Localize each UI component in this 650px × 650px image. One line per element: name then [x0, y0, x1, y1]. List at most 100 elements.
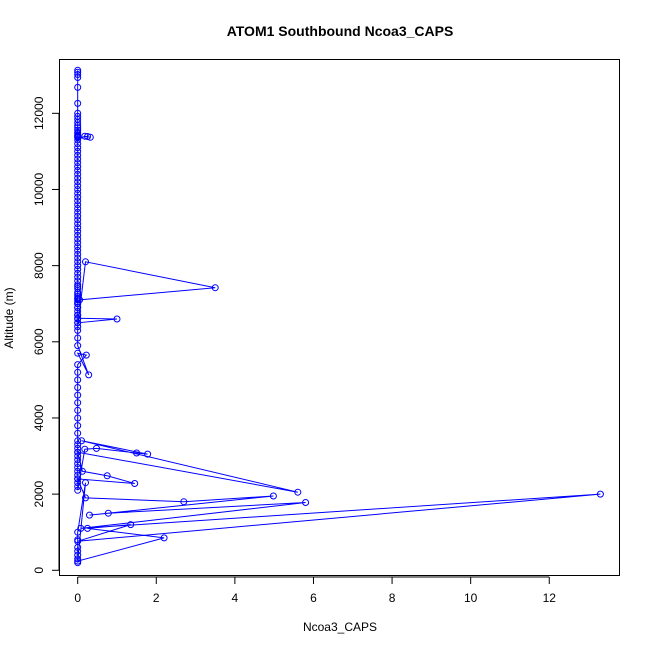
data-point — [74, 71, 82, 78]
data-point — [160, 534, 168, 542]
data-point — [74, 307, 82, 315]
data-point — [74, 448, 82, 456]
x-tick-label: 0 — [74, 591, 81, 605]
data-point — [82, 479, 89, 487]
data-point — [113, 315, 121, 323]
data-point — [74, 452, 82, 460]
data-point — [82, 494, 89, 502]
data-point — [74, 83, 82, 91]
data-point — [74, 136, 82, 144]
data-point — [74, 273, 82, 281]
data-point — [74, 536, 82, 544]
data-point — [74, 231, 82, 239]
data-point — [180, 498, 188, 506]
data-point — [74, 399, 82, 407]
data-point — [74, 543, 82, 551]
data-point — [127, 521, 135, 529]
series-line — [76, 70, 601, 563]
data-point — [74, 216, 82, 224]
data-point — [294, 488, 302, 496]
data-point — [74, 197, 82, 205]
data-point — [74, 144, 82, 152]
data-point — [74, 342, 82, 350]
data-point — [74, 208, 82, 216]
data-point — [82, 351, 90, 359]
data-point — [74, 429, 82, 437]
data-point — [74, 151, 82, 159]
data-point — [74, 384, 82, 391]
data-point — [86, 511, 93, 519]
data-point — [269, 492, 277, 500]
data-point — [74, 551, 82, 559]
data-point — [74, 304, 82, 311]
data-point — [74, 391, 82, 399]
data-point — [103, 472, 111, 480]
data-point — [74, 368, 82, 376]
data-point — [74, 483, 82, 490]
x-tick-label: 10 — [464, 591, 478, 605]
data-point — [74, 528, 82, 536]
data-point — [74, 437, 82, 445]
data-point — [74, 140, 82, 148]
x-axis-label: Ncoa3_CAPS — [303, 620, 377, 634]
y-tick-label: 4000 — [32, 404, 46, 431]
data-point — [74, 311, 82, 319]
data-point — [74, 178, 82, 186]
data-point — [74, 555, 82, 563]
data-point — [74, 486, 82, 494]
data-point — [74, 456, 82, 464]
data-point — [74, 119, 82, 126]
data-point — [74, 265, 82, 273]
x-tick-label: 8 — [389, 591, 396, 605]
data-point — [74, 258, 82, 266]
data-point — [74, 74, 82, 81]
data-point — [74, 464, 82, 471]
x-axis: 0 2 4 6 8 10 12 — [74, 576, 557, 605]
data-point — [74, 349, 82, 357]
data-series — [74, 66, 604, 567]
y-tick-label: 6000 — [32, 328, 46, 355]
data-point — [74, 205, 82, 212]
data-point — [78, 467, 86, 475]
data-point — [74, 376, 82, 384]
y-axis-label: Altitude (m) — [2, 287, 16, 348]
data-point — [85, 371, 93, 379]
data-point — [74, 186, 82, 193]
data-point — [74, 122, 82, 129]
data-point — [74, 467, 82, 475]
data-point — [78, 437, 86, 445]
data-point — [74, 201, 82, 209]
data-point — [211, 284, 219, 292]
y-tick-label: 8000 — [32, 252, 46, 279]
data-point — [74, 227, 82, 235]
data-point — [131, 480, 139, 487]
data-point — [74, 422, 82, 430]
data-point — [74, 334, 82, 342]
data-point — [74, 414, 82, 422]
data-point — [74, 406, 82, 414]
data-point — [74, 547, 82, 555]
chart-title: ATOM1 Southbound Ncoa3_CAPS — [227, 23, 454, 39]
data-point — [74, 163, 82, 171]
data-point — [74, 166, 82, 174]
y-tick-label: 2000 — [32, 480, 46, 507]
data-point — [74, 250, 82, 258]
data-point — [74, 319, 82, 327]
data-point — [74, 296, 82, 304]
data-point — [74, 300, 82, 308]
data-point — [74, 155, 82, 163]
data-point — [74, 460, 82, 468]
x-tick-label: 2 — [153, 591, 160, 605]
data-point — [74, 235, 82, 243]
data-point — [133, 449, 141, 457]
data-point — [74, 99, 82, 107]
data-point — [74, 246, 82, 254]
data-point — [82, 258, 89, 266]
y-tick-label: 0 — [32, 567, 46, 574]
x-tick-label: 12 — [543, 591, 557, 605]
data-point — [81, 132, 89, 140]
y-tick-label: 12000 — [32, 96, 46, 130]
data-point — [74, 254, 82, 262]
x-tick-label: 6 — [310, 591, 317, 605]
